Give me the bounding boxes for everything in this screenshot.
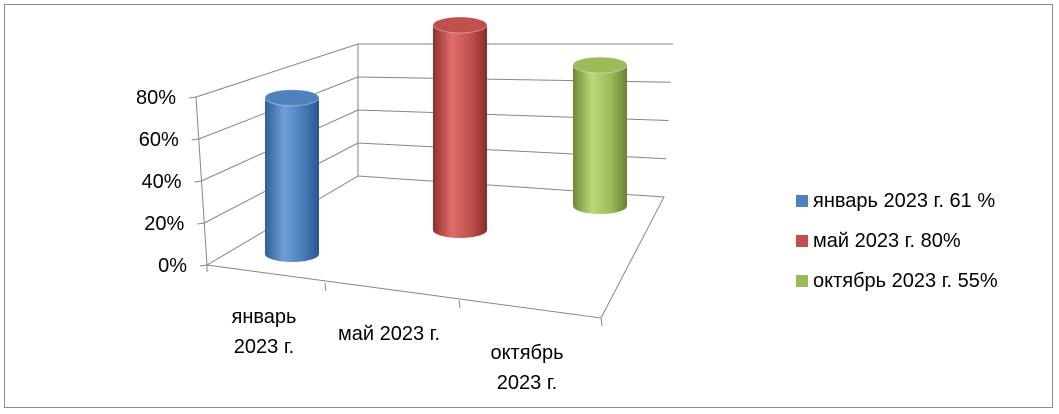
legend-label-january: январь 2023 г. 61 % xyxy=(813,189,996,212)
y-tick-label: 60% xyxy=(139,129,179,151)
x-tick-label: октябрь 2023 г. xyxy=(490,342,563,394)
y-tick-mark xyxy=(191,138,199,141)
legend-swatch-january xyxy=(796,195,808,207)
legend-item-january: январь 2023 г. 61 % xyxy=(796,189,995,213)
legend-swatch-may xyxy=(796,235,808,247)
legend-item-october: октябрь 2023 г. 55% xyxy=(796,269,998,293)
y-tick-label: 20% xyxy=(144,213,184,235)
y-tick-mark xyxy=(199,264,208,267)
x-tick-mark xyxy=(324,282,327,292)
chart-area xyxy=(4,4,1053,408)
bar-body xyxy=(573,65,627,214)
legend-item-may: май 2023 г. 80% xyxy=(796,229,961,253)
y-tick-label: 0% xyxy=(158,255,187,277)
gridline-left-4 xyxy=(195,43,359,98)
y-tick-mark xyxy=(194,180,202,183)
bar-2 xyxy=(572,56,628,214)
legend-label-may: май 2023 г. 80% xyxy=(813,229,961,252)
bar-body xyxy=(265,97,319,262)
bar-0 xyxy=(264,89,320,262)
x-tick-label: май 2023 г. xyxy=(338,323,440,345)
x-axis-categories: январь 2023 г. май 2023 г. октябрь 2023 г. xyxy=(206,265,603,394)
bar-top xyxy=(432,16,488,34)
x-tick-mark xyxy=(600,317,603,327)
y-tick-mark xyxy=(197,222,205,225)
y-axis-ticks: 0% 20% 40% 60% 80% xyxy=(136,87,208,277)
bar-top xyxy=(572,56,628,74)
y-tick-mark xyxy=(188,96,197,99)
y-tick-label: 80% xyxy=(136,87,176,109)
y-tick-label: 40% xyxy=(141,171,181,193)
legend-swatch-october xyxy=(796,275,808,287)
legend-label-october: октябрь 2023 г. 55% xyxy=(813,269,998,292)
bar-1 xyxy=(432,16,488,238)
x-tick-mark xyxy=(458,299,461,309)
bar-top xyxy=(264,89,320,107)
chart-bars xyxy=(264,16,628,262)
bar-body xyxy=(433,25,487,238)
x-tick-label: январь 2023 г. xyxy=(232,306,297,358)
